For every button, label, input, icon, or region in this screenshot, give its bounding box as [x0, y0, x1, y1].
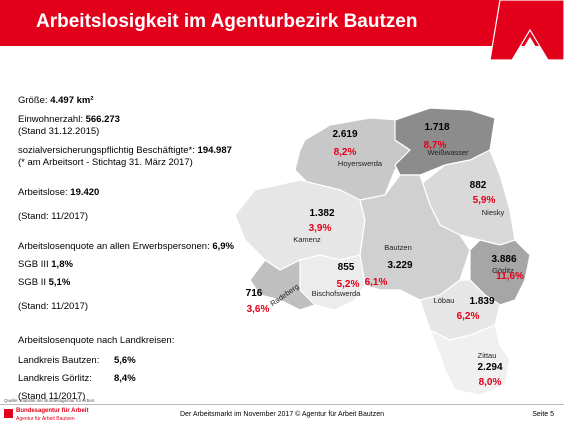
rate: 8,0% [479, 377, 502, 388]
logo-cut [521, 36, 539, 51]
region [428, 324, 511, 396]
district-row: Landkreis Bautzen: 5,6% [18, 355, 234, 367]
label: Landkreis Görlitz: [18, 373, 92, 384]
rate: 5,2% [337, 279, 360, 290]
value: 6,9% [212, 241, 234, 252]
rate: 3,6% [247, 304, 270, 315]
rate: 6,2% [457, 311, 480, 322]
region-name: Bischofswerda [312, 289, 362, 298]
logo-line: Agentur für Arbeit Bautzen [16, 416, 75, 422]
note: (Stand 11/2017) [18, 391, 86, 402]
rate: 8,7% [424, 140, 447, 151]
label: SGB III [18, 259, 49, 270]
note: (Stand 31.12.2015) [18, 126, 100, 137]
region-name: Görlitz [492, 266, 514, 275]
title: Arbeitslosigkeit im Agenturbezirk Bautze… [36, 11, 418, 32]
label: sozialversicherungspflichtig Beschäftigt… [18, 145, 195, 156]
label: Einwohnerzahl: [18, 114, 83, 125]
fact: Einwohnerzahl: 566.273 (Stand 31.12.2015) [18, 114, 234, 138]
region [469, 239, 531, 306]
region-name: Löbau [434, 296, 455, 305]
region [249, 259, 317, 311]
rate: 5,9% [473, 195, 496, 206]
footer: Bundesagentur für Arbeit Agentur für Arb… [0, 404, 564, 426]
count: 1.839 [469, 296, 494, 307]
footer-center: Der Arbeitsmarkt im November 2017 © Agen… [180, 411, 384, 418]
region-name: Kamenz [293, 235, 321, 244]
fact: Arbeitslosenquote an allen Erwerbsperson… [18, 241, 234, 253]
label: SGB II [18, 277, 46, 288]
district-row: Landkreis Görlitz: 8,4% [18, 373, 234, 385]
note: (* am Arbeitsort - Stichtag 31. März 201… [18, 157, 193, 168]
count: 3.229 [387, 260, 412, 271]
count: 716 [246, 288, 263, 299]
value: 566.273 [85, 114, 120, 125]
count: 2.619 [332, 129, 357, 140]
value: 194.987 [197, 145, 232, 156]
note: (Stand: 11/2017) [18, 301, 89, 312]
facts: Größe: 4.497 km² Einwohnerzahl: 566.273(… [18, 95, 234, 403]
region-name: Hoyerswerda [338, 159, 383, 168]
fact: Arbeitslose: 19.420 (Stand: 11/2017) [18, 187, 234, 223]
label: Landkreis Bautzen: [18, 355, 100, 366]
source: Quelle: Statistik der Bundesagentur für … [4, 398, 95, 403]
note: (Stand: 11/2017) [18, 211, 89, 222]
value: 19.420 [70, 187, 100, 198]
logo [489, 0, 564, 61]
region-name: Bautzen [384, 243, 412, 252]
page-number: Seite 5 [532, 411, 554, 418]
region-name: Niesky [482, 208, 505, 217]
value: 5,6% [114, 355, 136, 366]
fact: Arbeitslosenquote nach Landkreisen: [18, 335, 175, 346]
count: 882 [470, 180, 487, 191]
logo-line: Bundesagentur für Arbeit [16, 408, 89, 414]
value: 8,4% [114, 373, 136, 384]
fact: SGB II 5,1% (Stand: 11/2017) [18, 277, 234, 313]
count: 855 [338, 262, 355, 273]
region [294, 117, 411, 201]
rate: 3,9% [309, 223, 332, 234]
region-name: Weißwasser [427, 148, 469, 157]
rate: 11,6% [496, 271, 524, 282]
fact: SGB III 1,8% [18, 259, 234, 271]
label: Größe: [18, 95, 48, 106]
rate: 8,2% [334, 147, 357, 158]
fact: Größe: 4.497 km² [18, 95, 234, 107]
header-band: Arbeitslosigkeit im Agenturbezirk Bautze… [0, 0, 564, 46]
count: 1.382 [309, 208, 334, 219]
label: Arbeitslose: [18, 187, 68, 198]
fact: sozialversicherungspflichtig Beschäftigt… [18, 145, 234, 169]
label: Arbeitslosenquote an allen Erwerbsperson… [18, 241, 210, 252]
region-name: Zittau [478, 351, 497, 360]
count: 1.718 [424, 122, 449, 133]
region [234, 179, 366, 271]
footer-logo [4, 409, 13, 418]
value: 4.497 km² [50, 95, 94, 106]
count: 2.294 [477, 362, 502, 373]
value: 1,8% [51, 259, 73, 270]
count: 3.886 [491, 254, 516, 265]
rate: 6,1% [365, 277, 388, 288]
value: 5,1% [48, 277, 71, 288]
